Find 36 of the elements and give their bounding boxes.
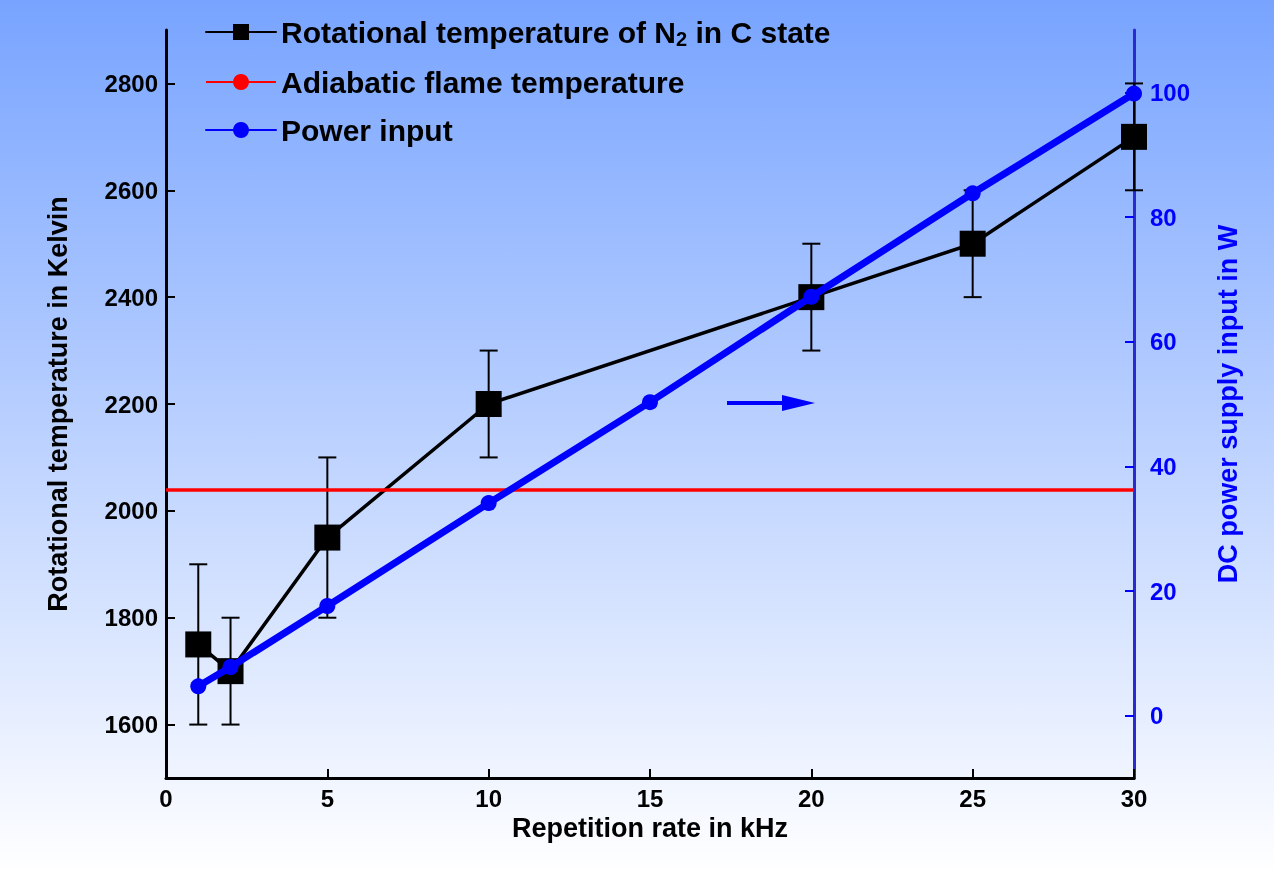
y2-tick-label: 0 [1150, 702, 1164, 730]
point [1121, 123, 1147, 150]
x-tick-label: 0 [159, 784, 173, 812]
point [190, 678, 207, 695]
x-tick-label: 30 [1120, 784, 1148, 812]
y-axis-title: Rotational temperature in Kelvin [42, 196, 73, 612]
y2-tick-label: 100 [1150, 78, 1191, 106]
point [314, 524, 341, 551]
y2-tick-label: 80 [1150, 203, 1177, 231]
x-tick-label: 5 [320, 784, 335, 812]
y2-axis-title: DC power supply input in W [1212, 224, 1243, 584]
point [1126, 85, 1142, 102]
x-axis-title: Repetition rate in kHz [511, 813, 789, 844]
point [642, 394, 658, 411]
x-tick-label: 10 [475, 784, 503, 812]
y-tick-label: 2600 [104, 176, 158, 204]
x-tick-label: 25 [959, 784, 987, 812]
y-tick-label: 1600 [104, 711, 158, 739]
y-tick-label: 2800 [104, 69, 158, 97]
point [959, 230, 986, 257]
y2-tick-label: 40 [1150, 452, 1177, 480]
y-tick-label: 2000 [104, 497, 158, 525]
point [480, 495, 497, 512]
y2-tick-label: 20 [1150, 577, 1177, 605]
y-tick-label: 1800 [104, 604, 158, 632]
legend-label: Power input [281, 113, 453, 147]
point [964, 185, 981, 202]
point [185, 631, 212, 658]
y2-tick-label: 60 [1150, 328, 1177, 356]
x-tick-label: 20 [797, 784, 825, 812]
x-tick-label: 15 [636, 784, 664, 812]
point [475, 391, 502, 417]
point [319, 597, 336, 614]
y-tick-label: 2400 [104, 283, 158, 311]
y-tick-label: 2200 [104, 390, 158, 418]
legend-label: Adiabatic flame temperature [281, 65, 685, 99]
